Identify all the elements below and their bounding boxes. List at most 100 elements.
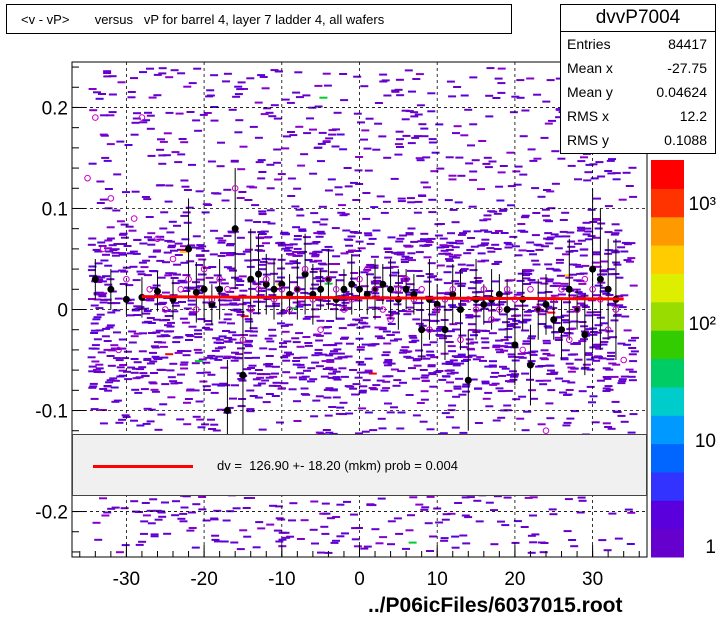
density-cell bbox=[537, 323, 546, 325]
density-cell bbox=[177, 248, 185, 251]
density-cell bbox=[198, 496, 207, 498]
density-cell bbox=[242, 507, 251, 509]
density-cell bbox=[151, 390, 160, 393]
colorbar-segment bbox=[651, 386, 684, 416]
open-marker bbox=[317, 326, 324, 334]
density-cell bbox=[259, 76, 268, 78]
density-cell bbox=[565, 362, 574, 365]
density-cell bbox=[301, 375, 310, 378]
density-cell bbox=[423, 239, 432, 242]
density-cell bbox=[454, 322, 463, 325]
density-cell bbox=[237, 81, 246, 84]
density-cell bbox=[242, 250, 251, 253]
profile-point bbox=[379, 280, 387, 288]
density-cell bbox=[428, 373, 437, 376]
density-cell bbox=[194, 129, 203, 132]
density-cell bbox=[257, 263, 266, 266]
density-cell bbox=[179, 251, 188, 253]
density-cell bbox=[621, 315, 630, 318]
density-cell bbox=[607, 172, 616, 175]
density-cell bbox=[360, 547, 369, 550]
density-cell bbox=[516, 291, 525, 294]
density-cell bbox=[627, 375, 636, 378]
density-cell bbox=[386, 411, 395, 414]
density-cell bbox=[315, 431, 324, 434]
density-cell bbox=[382, 387, 391, 390]
density-cell bbox=[194, 336, 203, 339]
density-cell bbox=[317, 160, 325, 163]
density-cell bbox=[314, 352, 323, 355]
density-cell bbox=[466, 249, 475, 251]
density-cell bbox=[485, 501, 494, 504]
density-cell bbox=[443, 308, 452, 311]
density-cell bbox=[542, 342, 551, 345]
density-cell bbox=[217, 141, 225, 144]
density-cell bbox=[416, 275, 425, 277]
density-cell bbox=[224, 336, 233, 339]
density-cell bbox=[507, 204, 515, 207]
density-cell bbox=[589, 333, 598, 336]
density-cell bbox=[105, 250, 114, 253]
density-cell bbox=[623, 329, 632, 332]
density-cell bbox=[311, 268, 319, 271]
density-cell bbox=[392, 384, 401, 387]
density-cell bbox=[222, 80, 230, 83]
stats-value: 0.04624 bbox=[656, 84, 707, 100]
density-cell bbox=[586, 368, 595, 371]
density-cell bbox=[458, 302, 467, 305]
density-cell bbox=[130, 133, 139, 136]
density-cell bbox=[332, 516, 341, 518]
density-cell bbox=[378, 328, 387, 331]
density-cell bbox=[255, 161, 264, 164]
density-cell bbox=[578, 499, 587, 502]
density-cell bbox=[144, 320, 153, 323]
density-cell bbox=[539, 383, 548, 386]
stats-row: Mean y 0.04624 bbox=[561, 80, 715, 104]
density-cell bbox=[361, 430, 370, 433]
density-cell bbox=[238, 275, 247, 278]
density-cell bbox=[501, 367, 510, 370]
density-cell bbox=[529, 541, 538, 544]
density-cell bbox=[453, 387, 462, 390]
density-cell bbox=[541, 208, 550, 211]
density-cell bbox=[262, 273, 271, 276]
density-cell bbox=[260, 113, 269, 116]
density-cell bbox=[131, 190, 140, 193]
density-cell bbox=[567, 245, 576, 248]
density-cell bbox=[379, 536, 388, 539]
density-cell bbox=[244, 345, 253, 348]
density-cell bbox=[280, 309, 289, 312]
profile-point bbox=[464, 376, 472, 384]
density-cell bbox=[196, 278, 205, 281]
density-cell bbox=[529, 281, 538, 284]
density-cell bbox=[223, 266, 232, 269]
density-cell bbox=[469, 76, 478, 79]
density-cell bbox=[139, 332, 147, 335]
density-cell bbox=[218, 239, 227, 242]
density-cell bbox=[595, 161, 604, 164]
density-cell bbox=[140, 388, 149, 391]
density-cell bbox=[160, 211, 169, 214]
profile-point bbox=[410, 290, 418, 298]
density-cell bbox=[311, 308, 320, 311]
density-cell bbox=[293, 420, 302, 422]
density-cell bbox=[275, 242, 284, 245]
density-cell bbox=[454, 502, 463, 504]
density-cell bbox=[603, 377, 612, 380]
density-cell bbox=[552, 282, 561, 285]
density-cell bbox=[508, 355, 516, 358]
density-cell bbox=[374, 335, 383, 338]
density-cell bbox=[130, 77, 138, 80]
density-cell bbox=[461, 299, 469, 302]
density-cell bbox=[505, 243, 514, 246]
density-cell bbox=[610, 375, 619, 378]
density-cell bbox=[506, 151, 515, 154]
density-cell bbox=[446, 381, 454, 384]
density-cell bbox=[379, 73, 388, 76]
density-cell bbox=[340, 252, 349, 255]
density-cell bbox=[446, 416, 454, 419]
density-cell bbox=[326, 359, 335, 362]
density-cell bbox=[399, 381, 407, 384]
density-cell bbox=[90, 304, 99, 307]
density-cell bbox=[556, 258, 564, 261]
